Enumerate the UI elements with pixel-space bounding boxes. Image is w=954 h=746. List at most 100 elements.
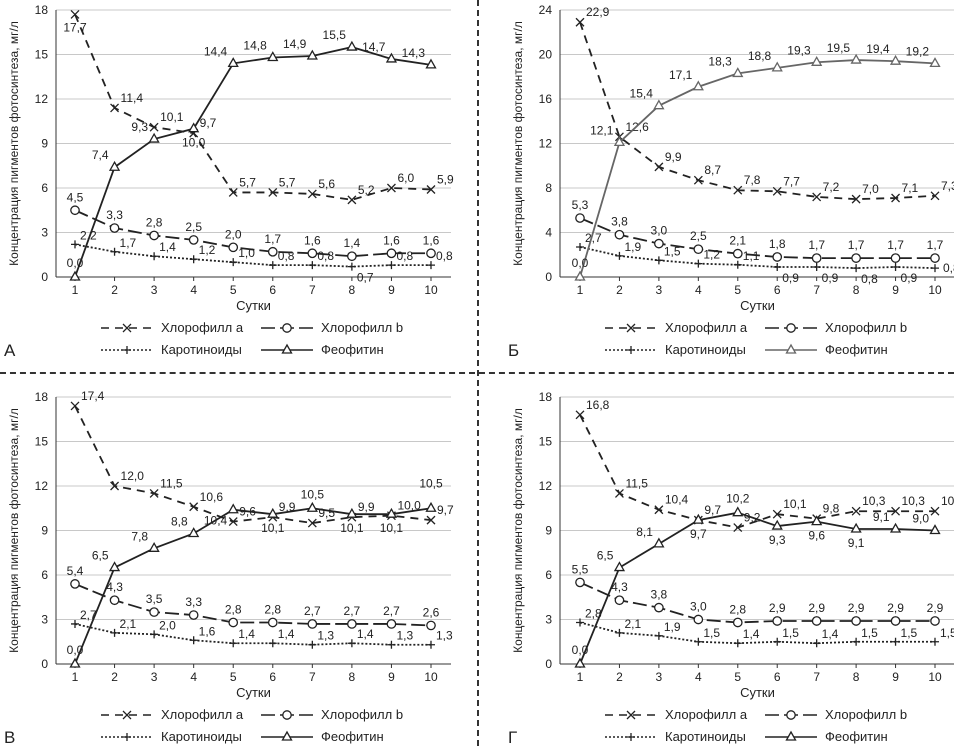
y-tick-label: 0 bbox=[545, 270, 552, 284]
x-marker bbox=[347, 195, 357, 205]
legend-item-carotenoids: Каротиноиды bbox=[605, 342, 746, 357]
series-chlorophyll-a: 22,912,69,98,77,87,77,27,07,17,3 bbox=[575, 5, 954, 204]
circle-marker bbox=[149, 607, 159, 617]
x-tick-label: 10 bbox=[424, 283, 438, 297]
triangle-marker bbox=[811, 55, 823, 66]
data-label: 0,9 bbox=[901, 271, 918, 285]
x-marker bbox=[851, 194, 861, 204]
circle-marker bbox=[614, 595, 625, 606]
series-pheophytin: 0,0 6,5 8,1 9,7 10,2 9,3 9,6 9,1 9,1 9,0 bbox=[572, 492, 941, 668]
triangle-marker bbox=[69, 657, 81, 668]
series-line-chlorophyll-b bbox=[74, 583, 432, 627]
legend-label: Каротиноиды bbox=[665, 729, 746, 744]
plus-marker bbox=[387, 640, 396, 649]
y-tick-label: 0 bbox=[41, 270, 48, 284]
circle-marker bbox=[228, 242, 239, 253]
circle-marker bbox=[386, 248, 397, 259]
data-label: 9,1 bbox=[873, 510, 890, 524]
data-label: 7,0 bbox=[862, 182, 879, 196]
x-tick-label: 6 bbox=[774, 670, 781, 684]
x-marker bbox=[228, 517, 238, 527]
y-tick-label: 4 bbox=[545, 226, 552, 240]
x-marker bbox=[614, 488, 624, 498]
plus-marker bbox=[110, 247, 119, 256]
series-chlorophyll-b: 5,3 3,8 3,0 2,5 2,1 1,8 1,7 1,7 1,7 1,7 bbox=[572, 198, 944, 263]
data-label: 2,8 bbox=[264, 602, 281, 616]
data-label: 1,7 bbox=[808, 238, 825, 252]
series-chlorophyll-a: 16,811,510,49,79,210,19,810,310,310,3 bbox=[575, 398, 954, 532]
data-label: 5,9 bbox=[437, 172, 454, 186]
x-tick-label: 1 bbox=[577, 670, 584, 684]
circle-marker bbox=[426, 620, 436, 631]
x-tick-label: 8 bbox=[349, 283, 356, 297]
y-tick-label: 3 bbox=[41, 613, 48, 627]
data-label: 2,7 bbox=[304, 604, 321, 618]
plus-marker bbox=[576, 242, 584, 251]
data-label: 1,3 bbox=[396, 629, 413, 643]
data-label: 1,6 bbox=[199, 624, 216, 638]
data-label: 1,4 bbox=[238, 627, 255, 641]
legend-label: Каротиноиды bbox=[161, 342, 242, 357]
data-label: 22,9 bbox=[586, 5, 610, 19]
series-line-chlorophyll-b bbox=[579, 581, 935, 624]
plus-marker bbox=[627, 733, 635, 741]
data-label: 19,4 bbox=[866, 42, 890, 56]
data-label: 1,7 bbox=[848, 238, 865, 252]
data-label: 10,1 bbox=[261, 521, 285, 535]
data-label: 17,7 bbox=[63, 20, 87, 34]
series-carotenoids: 2,2 1,7 1,4 1,2 1,0 0,8 0,8 0,7 0,8 0,8 bbox=[71, 228, 453, 285]
x-marker bbox=[654, 162, 664, 172]
data-label: 8,1 bbox=[636, 525, 653, 539]
data-label: 5,2 bbox=[358, 183, 375, 197]
plus-marker bbox=[931, 637, 939, 646]
x-tick-label: 4 bbox=[695, 283, 702, 297]
x-marker bbox=[693, 175, 703, 185]
series-chlorophyll-a: 17,7 11,4 10,1 9,7 5,7 5,7 5,6 5,2 6,0 5,9 bbox=[63, 9, 454, 205]
plus-marker bbox=[347, 262, 356, 271]
triangle-marker bbox=[425, 501, 437, 512]
circle-marker bbox=[426, 248, 436, 259]
x-tick-label: 10 bbox=[424, 670, 438, 684]
data-label: 9,7 bbox=[690, 527, 707, 541]
data-label: 2,9 bbox=[927, 601, 944, 615]
data-label: 17,4 bbox=[81, 389, 105, 403]
circle-marker bbox=[851, 616, 861, 626]
data-label: 2,8 bbox=[585, 606, 602, 620]
data-label: 5,3 bbox=[572, 198, 589, 212]
data-label: 0,8 bbox=[861, 272, 878, 286]
data-label: 2,9 bbox=[769, 601, 786, 615]
triangle-marker bbox=[108, 561, 121, 572]
y-tick-label: 12 bbox=[35, 92, 49, 106]
x-tick-label: 2 bbox=[111, 670, 118, 684]
data-label: 1,5 bbox=[861, 626, 878, 640]
x-marker bbox=[930, 506, 940, 516]
data-label: 2,9 bbox=[848, 601, 865, 615]
data-label: 1,4 bbox=[159, 240, 176, 254]
legend-item-chlorophyll-a: Хлорофилл a bbox=[605, 320, 748, 335]
data-label: 1,9 bbox=[664, 620, 681, 634]
data-label: 1,5 bbox=[703, 626, 720, 640]
data-label: 6,5 bbox=[92, 549, 109, 563]
circle-marker bbox=[772, 616, 783, 626]
circle-marker bbox=[228, 617, 239, 628]
x-tick-label: 1 bbox=[72, 670, 79, 684]
data-label: 1,2 bbox=[703, 248, 720, 262]
triangle-marker bbox=[692, 80, 704, 91]
x-marker bbox=[189, 502, 199, 512]
data-label: 2,5 bbox=[690, 229, 707, 243]
y-tick-label: 3 bbox=[41, 226, 48, 240]
y-tick-label: 6 bbox=[545, 568, 552, 582]
data-label: 18,8 bbox=[748, 49, 772, 63]
circle-marker bbox=[851, 253, 861, 263]
data-label: 6,5 bbox=[597, 549, 614, 563]
triangle-marker bbox=[346, 507, 358, 518]
circle-marker bbox=[811, 253, 822, 263]
series-line-pheophytin bbox=[74, 507, 432, 665]
plus-marker bbox=[891, 262, 900, 271]
x-marker bbox=[626, 710, 636, 720]
plus-marker bbox=[71, 240, 79, 249]
circle-marker bbox=[732, 248, 743, 259]
data-label: 7,1 bbox=[902, 181, 919, 195]
data-label: 1,4 bbox=[743, 627, 760, 641]
